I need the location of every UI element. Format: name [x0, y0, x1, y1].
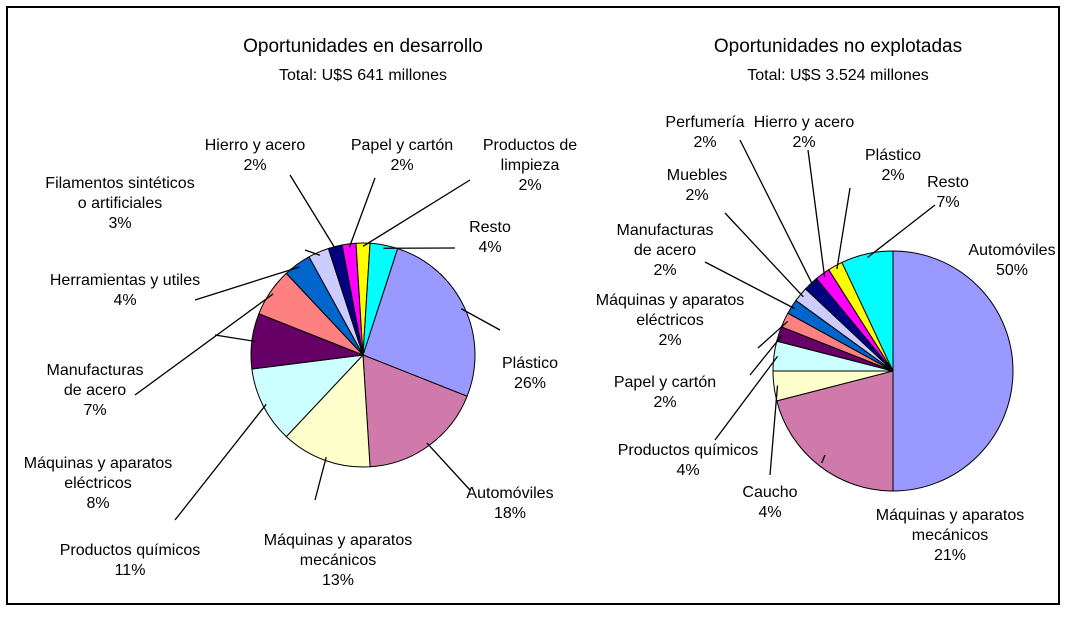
label-line: eléctricos [64, 475, 132, 492]
label-line: Máquinas y aparatos [264, 532, 413, 549]
value-label: 21% [934, 547, 966, 564]
value-label: 7% [936, 194, 959, 211]
label-line: Perfumería [665, 114, 744, 131]
label-line: Máquinas y aparatos [876, 507, 1025, 524]
label-line: Manufacturas [47, 362, 144, 379]
slice-label: Papel y cartón [351, 137, 453, 154]
value-label: 4% [676, 462, 699, 479]
slice-label: Productos químicos [618, 442, 759, 459]
label-line: Papel y cartón [351, 137, 453, 154]
label-line: mecánicos [912, 527, 988, 544]
slice-label: Resto [927, 174, 969, 191]
value-label: 2% [390, 157, 413, 174]
value-label: 4% [478, 239, 501, 256]
label-line: limpieza [501, 157, 560, 174]
label-line: Productos químicos [60, 542, 201, 559]
slice-label: Productos químicos [60, 542, 201, 559]
chart-subtitle: Total: U$S 3.524 millones [747, 67, 928, 84]
slice-label: Caucho [742, 484, 797, 501]
value-label: 2% [685, 187, 708, 204]
label-line: mecánicos [300, 552, 376, 569]
label-line: Resto [927, 174, 969, 191]
value-label: 13% [322, 572, 354, 589]
label-line: Filamentos sintéticos [45, 175, 194, 192]
value-label: 2% [792, 134, 815, 151]
value-label: 2% [658, 332, 681, 349]
slice-label: Plástico [502, 355, 558, 372]
value-label: 2% [653, 262, 676, 279]
slice-label: Muebles [667, 167, 727, 184]
value-label: 26% [514, 375, 546, 392]
label-line: Muebles [667, 167, 727, 184]
chart-title: Oportunidades no explotadas [714, 36, 962, 57]
label-line: Productos de [483, 137, 577, 154]
slice-label: Automóviles [466, 485, 553, 502]
value-label: 18% [494, 505, 526, 522]
value-label: 2% [243, 157, 266, 174]
slice-label: Automóviles [968, 242, 1055, 259]
slice-label: Herramientas y utiles [50, 272, 200, 289]
value-label: 7% [83, 402, 106, 419]
label-line: Productos químicos [618, 442, 759, 459]
label-line: Plástico [865, 147, 921, 164]
value-label: 2% [693, 134, 716, 151]
label-line: Automóviles [968, 242, 1055, 259]
label-line: Máquinas y aparatos [596, 292, 745, 309]
slice-label: Resto [469, 219, 511, 236]
value-label: 2% [518, 177, 541, 194]
slice-label: Perfumería [665, 114, 744, 131]
value-label: 11% [115, 562, 146, 579]
label-line: Hierro y acero [205, 137, 306, 154]
label-line: de acero [634, 242, 696, 259]
slice-label: Hierro y acero [754, 114, 855, 131]
value-label: 4% [758, 504, 781, 521]
label-line: eléctricos [636, 312, 704, 329]
label-line: Herramientas y utiles [50, 272, 200, 289]
slice-label: Plástico [865, 147, 921, 164]
value-label: 2% [653, 394, 676, 411]
label-line: Automóviles [466, 485, 553, 502]
label-line: Hierro y acero [754, 114, 855, 131]
value-label: 8% [86, 495, 109, 512]
label-line: Caucho [742, 484, 797, 501]
label-line: de acero [64, 382, 126, 399]
label-line: Máquinas y aparatos [24, 455, 173, 472]
label-line: o artificiales [78, 195, 162, 212]
value-label: 2% [881, 167, 904, 184]
value-label: 4% [113, 292, 136, 309]
value-label: 3% [108, 215, 131, 232]
chart-title: Oportunidades en desarrollo [243, 36, 483, 57]
slice-label: Papel y cartón [614, 374, 716, 391]
label-line: Manufacturas [617, 222, 714, 239]
label-line: Plástico [502, 355, 558, 372]
label-line: Resto [469, 219, 511, 236]
slice-label: Hierro y acero [205, 137, 306, 154]
label-line: Papel y cartón [614, 374, 716, 391]
value-label: 50% [996, 262, 1028, 279]
chart-subtitle: Total: U$S 641 millones [279, 67, 447, 84]
